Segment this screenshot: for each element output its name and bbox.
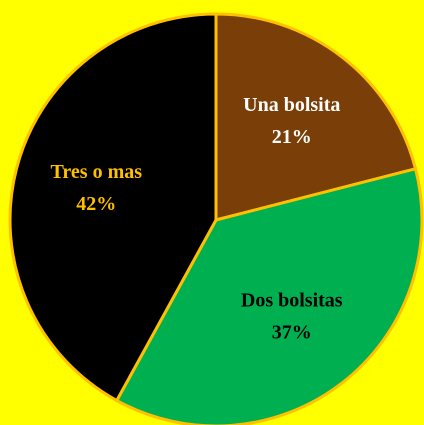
slice-label: Dos bolsitas: [241, 289, 343, 311]
slice-value-label: 37%: [272, 321, 312, 343]
slice-label: Tres o mas: [51, 161, 143, 183]
pie-slice: [8, 12, 218, 403]
slice-value-label: 42%: [76, 193, 116, 215]
pie-slice: [114, 166, 424, 425]
slice-value-label: 21%: [272, 126, 312, 148]
slice-label: Una bolsita: [243, 94, 340, 116]
pie-slice: [214, 12, 418, 222]
